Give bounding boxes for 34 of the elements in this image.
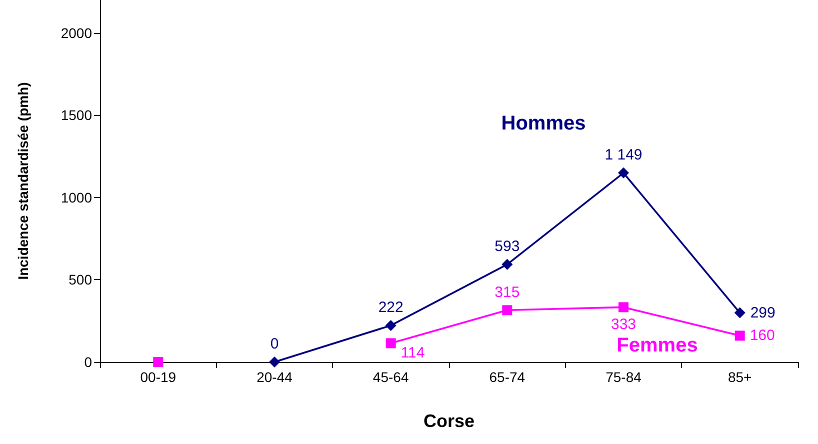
x-tick-label: 75-84 — [606, 369, 642, 385]
data-label: 593 — [494, 238, 520, 255]
x-tick-label: 85+ — [728, 369, 752, 385]
y-tick-label: 1000 — [60, 189, 92, 206]
point — [618, 167, 629, 178]
y-tick-label: 0 — [84, 354, 92, 370]
point — [153, 357, 164, 367]
y-tick-label: 1500 — [60, 107, 92, 124]
x-tick-label: 00-19 — [140, 369, 176, 385]
data-label: 222 — [378, 298, 404, 316]
point — [269, 356, 280, 368]
x-tick-label: 45-64 — [372, 369, 409, 385]
point — [385, 320, 396, 331]
data-label: 0 — [270, 336, 279, 352]
point — [734, 307, 746, 318]
data-label: 333 — [610, 316, 636, 334]
data-label: 315 — [494, 284, 520, 302]
point — [502, 258, 513, 270]
point — [386, 338, 396, 348]
y-axis-title: Incidence standardisée (pmh) — [15, 82, 31, 280]
text: Hommes — [501, 112, 586, 134]
point — [502, 305, 512, 316]
y-tick-label: 2000 — [60, 24, 92, 41]
data-label: 114 — [400, 344, 425, 362]
x-tick-label: 20-44 — [256, 369, 293, 385]
data-label: 160 — [750, 327, 775, 344]
y-tick-label: 500 — [68, 272, 92, 288]
x-axis-title: Corse — [423, 411, 475, 431]
series-label: Femmes — [616, 334, 698, 357]
data-label: 299 — [750, 304, 776, 322]
data-label: 1 149 — [604, 146, 642, 164]
point — [734, 330, 745, 341]
point — [618, 302, 628, 312]
x-tick-label: 65-74 — [489, 369, 526, 385]
